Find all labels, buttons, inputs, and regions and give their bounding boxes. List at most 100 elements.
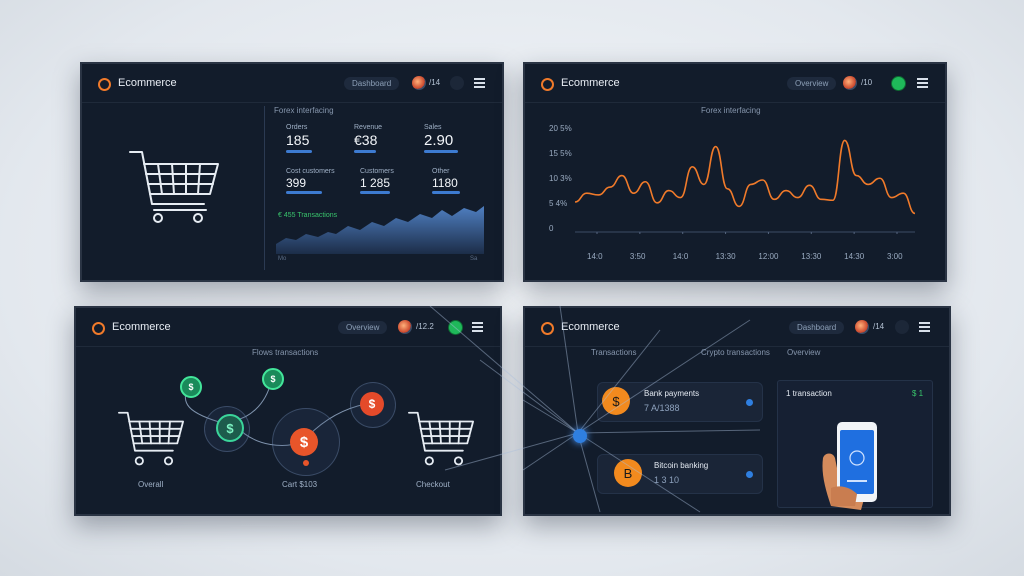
flow-label-middle: Cart $103 [282,480,318,489]
x-tick-label: 13:30 [801,252,822,261]
metric-bar [432,191,460,194]
hamburger-menu-icon[interactable] [919,322,930,334]
header-pill-button[interactable]: Overview [338,321,388,334]
user-value: /14 [873,322,885,331]
logo-icon [541,322,554,335]
logo-icon [92,322,105,335]
dashboard-panel-overview: Ecommerce Dashboard /14 Forex interfacin… [80,62,504,282]
metric-label: Customers [360,168,394,175]
user-avatar[interactable] [412,76,426,90]
metric-value: 399 [286,176,307,190]
status-dot-icon [450,76,464,90]
divider [264,106,265,270]
metric-bar [424,150,458,153]
x-tick-label: 14:0 [587,252,603,261]
x-tick-label: 13:30 [715,252,736,261]
metric-value: €38 [354,132,378,148]
user-avatar[interactable] [398,320,412,334]
line-chart [575,139,915,234]
metric-value: 1 285 [360,176,391,190]
header-pill-button[interactable]: Overview [787,77,837,90]
series-line [575,139,915,215]
metric-bar [354,150,376,153]
metric-label: Orders [286,124,308,131]
logo-icon [541,78,554,91]
dashboard-panel-transactions: Ecommerce Dashboard /14 Transactions Cry… [523,306,951,516]
status-online-icon [448,320,463,335]
brand-title: Ecommerce [118,77,177,89]
network-hub-node [573,429,587,443]
x-tick-label: 3:00 [887,252,903,261]
shopping-cart-icon [129,151,219,223]
area-legend: € 455 Transactions [278,212,338,219]
panel-header: Ecommerce Overview /12.2 [76,308,500,347]
flow-label-right: Checkout [416,480,450,489]
status-online-icon [891,76,906,91]
dollar-coin-icon: $ [290,428,318,456]
shopping-cart-icon [408,411,474,466]
hamburger-menu-icon[interactable] [917,78,928,90]
card-value: 1 3 10 [654,475,680,485]
header-pill-button[interactable]: Dashboard [789,321,845,334]
dollar-coin-icon: $ [602,387,630,415]
logo-icon [98,78,111,91]
header-pill-button[interactable]: Dashboard [344,77,400,90]
panel-header: Ecommerce Dashboard /14 [525,308,949,347]
bitcoin-coin-icon: B [614,459,642,487]
metric-label: Cost customers [286,168,335,175]
user-value: /14 [429,78,441,87]
brand-title: Ecommerce [561,77,620,89]
status-dot-icon [746,399,753,406]
user-avatar[interactable] [843,76,857,90]
x-tick-label: 14:0 [672,252,689,261]
panel-header: Ecommerce Dashboard /14 [82,64,502,103]
x-tick-label: 3:50 [629,252,646,261]
brand-title: Ecommerce [561,321,620,333]
dollar-coin-icon: $ [216,414,244,442]
side-panel-value: $ 1 [912,389,924,398]
metric-label: Sales [424,124,442,131]
metric-value: 2.90 [424,132,454,149]
column-title: Transactions [591,348,637,357]
side-panel-title: 1 transaction [786,389,832,398]
drop-indicator [303,460,309,466]
shopping-cart-icon [118,411,184,466]
metric-bar [286,191,322,194]
section-title: Flows transactions [252,348,319,357]
transaction-card[interactable]: $ Bank payments 7 A/1388 [597,382,763,422]
dollar-coin-icon: $ [262,368,284,390]
panel-header: Ecommerce Overview /10 [525,64,945,103]
user-value: /12.2 [416,322,434,331]
user-avatar[interactable] [855,320,869,334]
metric-bar [360,191,390,194]
metric-value: 185 [286,132,310,148]
dashboard-panel-flow: Ecommerce Overview /12.2 Flows transacti… [74,306,502,516]
brand-title: Ecommerce [112,321,171,333]
dollar-coin-icon: $ [180,376,202,398]
hamburger-menu-icon[interactable] [474,78,485,90]
x-tick-label: 12:00 [758,252,779,261]
smartphone-icon [822,422,877,510]
y-tick-label: 0 [549,224,554,233]
card-value: 7 A/1388 [644,403,680,413]
column-title: Overview [787,348,821,357]
dashboard-panel-chart: Ecommerce Overview /10 Forex interfacing… [523,62,947,282]
user-value: /10 [861,78,873,87]
flow-label-left: Overall [138,480,164,489]
status-dot-icon [746,471,753,478]
transaction-card[interactable]: B Bitcoin banking 1 3 10 [597,454,763,494]
hamburger-menu-icon[interactable] [472,322,483,334]
area-chart [276,206,484,254]
card-title: Bitcoin banking [654,461,709,470]
chart-title: Forex interfacing [701,106,761,115]
section-title: Forex interfacing [274,106,334,115]
metric-label: Other [432,168,450,175]
metric-label: Revenue [354,124,383,131]
column-title: Crypto transactions [701,348,770,357]
y-tick-label: 20 5% [549,124,572,133]
y-tick-label: 10 3% [549,174,572,183]
status-dot-icon [895,320,909,334]
metric-value: 1180 [432,176,458,190]
y-tick-label: 5 4% [549,199,568,208]
metric-bar [286,150,312,153]
